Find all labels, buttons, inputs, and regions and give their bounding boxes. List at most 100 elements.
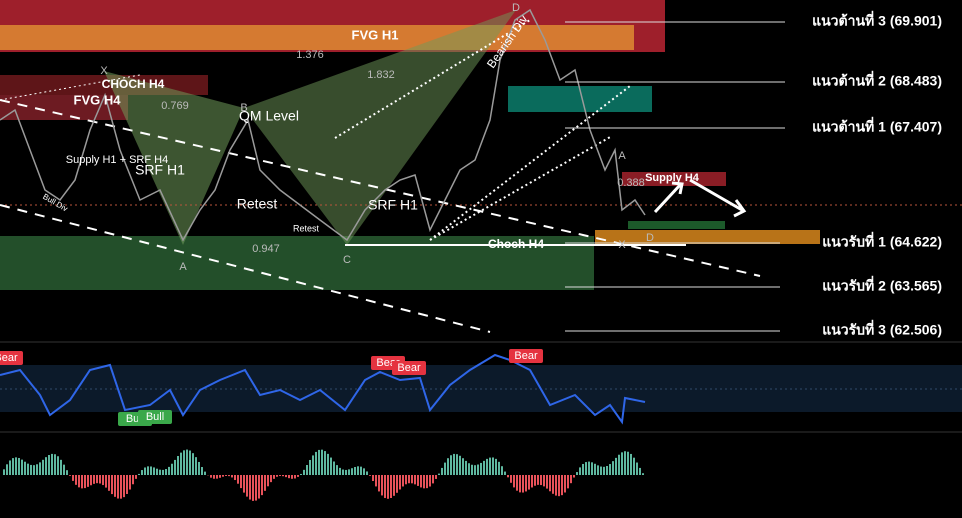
- histogram-bar: [366, 471, 368, 475]
- annotation: Supply H1 + SRF H4: [66, 154, 168, 166]
- histogram-bar: [261, 475, 263, 496]
- histogram-bar: [279, 475, 281, 476]
- histogram-bar: [231, 475, 233, 478]
- histogram-bar: [486, 458, 488, 475]
- histogram-bar: [246, 475, 248, 497]
- histogram-bar: [318, 449, 320, 475]
- histogram-bar: [129, 475, 131, 490]
- histogram-bar: [495, 458, 497, 475]
- histogram-bar: [60, 459, 62, 475]
- point-label: A: [179, 261, 187, 273]
- histogram-bar: [606, 466, 608, 475]
- histogram-bar: [48, 455, 50, 475]
- histogram-bar: [378, 475, 380, 492]
- histogram-bar: [309, 459, 311, 475]
- histogram-bar: [273, 475, 275, 479]
- ratio-label: 1.832: [367, 69, 395, 81]
- histogram-bar: [633, 457, 635, 475]
- histogram-bar: [180, 452, 182, 475]
- histogram-bar: [333, 461, 335, 475]
- histogram-bar: [630, 453, 632, 475]
- histogram-bar: [624, 451, 626, 475]
- dotted-line: [0, 74, 141, 101]
- histogram-bar: [483, 460, 485, 475]
- histogram-bar: [477, 464, 479, 475]
- ratio-label: 1.376: [296, 49, 324, 61]
- histogram-bar: [291, 475, 293, 479]
- zone-supply-h4: [622, 172, 726, 186]
- histogram-bar: [390, 475, 392, 499]
- histogram-bar: [420, 475, 422, 488]
- histogram-bar: [324, 451, 326, 475]
- signal-label: Bull: [146, 411, 164, 423]
- point-label: B: [240, 102, 247, 114]
- histogram-bar: [579, 467, 581, 475]
- histogram-bar: [72, 475, 74, 481]
- histogram-bar: [204, 471, 206, 475]
- zone-label: CHOCH H4: [102, 77, 165, 91]
- histogram-bar: [135, 475, 137, 479]
- histogram-bar: [573, 475, 575, 478]
- zone-label: FVG H1: [352, 27, 399, 42]
- histogram-bar: [480, 462, 482, 475]
- histogram-bar: [126, 475, 128, 494]
- histogram-bar: [75, 475, 77, 485]
- point-label: D: [646, 232, 654, 244]
- histogram-bar: [168, 466, 170, 475]
- histogram-bar: [165, 469, 167, 475]
- histogram-bar: [528, 475, 530, 490]
- annotation: QM Level: [239, 108, 299, 124]
- histogram-bar: [342, 469, 344, 475]
- histogram-bar: [537, 475, 539, 485]
- histogram-bar: [330, 457, 332, 475]
- histogram-bar: [27, 463, 29, 475]
- signal-label: Bear: [397, 362, 421, 374]
- histogram-bar: [252, 475, 254, 501]
- histogram-bar: [516, 475, 518, 491]
- dotted-line: [429, 85, 631, 241]
- histogram-bar: [501, 466, 503, 475]
- histogram-bar: [627, 451, 629, 475]
- histogram-bar: [306, 465, 308, 475]
- histogram-bar: [267, 475, 269, 487]
- histogram-bar: [558, 475, 560, 497]
- arrow: [653, 178, 747, 218]
- histogram-bar: [492, 457, 494, 475]
- zone-label: Supply H4: [645, 172, 700, 184]
- histogram-bar: [498, 461, 500, 475]
- histogram-bar: [471, 464, 473, 475]
- histogram-bar: [369, 475, 371, 476]
- histogram-bar: [300, 473, 302, 475]
- ratio-label: 0.769: [161, 100, 189, 112]
- histogram-bar: [234, 475, 236, 481]
- histogram-bar: [147, 466, 149, 475]
- histogram-bar: [33, 465, 35, 475]
- point-label: X: [100, 65, 108, 77]
- histogram-bar: [534, 475, 536, 486]
- histogram-bar: [570, 475, 572, 484]
- histogram-bar: [39, 462, 41, 475]
- histogram-bar: [84, 475, 86, 489]
- histogram-bar: [108, 475, 110, 491]
- histogram-bar: [117, 475, 119, 499]
- histogram-bar: [186, 449, 188, 475]
- histogram-bar: [459, 455, 461, 475]
- histogram-bar: [30, 464, 32, 475]
- histogram-bar: [567, 475, 569, 489]
- signal-badge: [0, 351, 23, 365]
- signal-label: Bear: [0, 352, 18, 364]
- point-label: X: [618, 239, 626, 251]
- histogram-bar: [162, 469, 164, 475]
- signal-badge: [138, 410, 172, 424]
- histogram-bar: [408, 475, 410, 484]
- histogram-bar: [549, 475, 551, 492]
- histogram-bar: [21, 459, 23, 475]
- histogram-bar: [465, 460, 467, 475]
- histogram-bar: [519, 475, 521, 493]
- histogram-bar: [540, 475, 542, 486]
- histogram-bar: [543, 475, 545, 487]
- histogram-bar: [525, 475, 527, 492]
- histogram-bar: [276, 475, 278, 477]
- histogram-bar: [411, 475, 413, 484]
- histogram-bar: [585, 462, 587, 475]
